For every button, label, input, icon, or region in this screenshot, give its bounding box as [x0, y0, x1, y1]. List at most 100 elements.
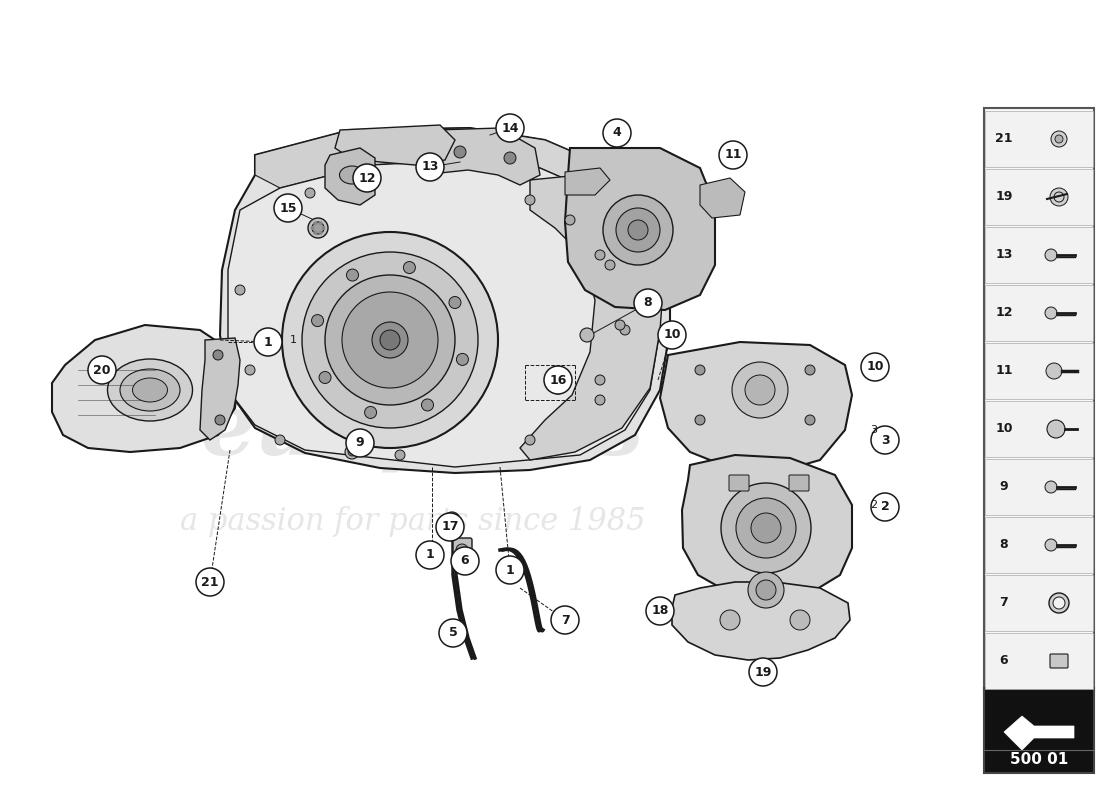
Circle shape — [348, 448, 356, 456]
Text: 13: 13 — [421, 161, 439, 174]
Text: 2: 2 — [881, 501, 890, 514]
Circle shape — [319, 222, 322, 226]
Text: 2: 2 — [870, 500, 877, 510]
Circle shape — [646, 597, 674, 625]
Circle shape — [525, 435, 535, 445]
Circle shape — [311, 314, 323, 326]
Text: 12: 12 — [359, 171, 376, 185]
Circle shape — [871, 493, 899, 521]
Text: 16: 16 — [549, 374, 566, 386]
Text: euro: euro — [200, 389, 420, 473]
Circle shape — [379, 330, 400, 350]
Polygon shape — [1004, 716, 1074, 750]
Circle shape — [88, 356, 116, 384]
Text: 18: 18 — [651, 605, 669, 618]
Text: 6: 6 — [461, 554, 470, 567]
Text: 1: 1 — [290, 335, 297, 345]
Text: 19: 19 — [996, 190, 1013, 203]
Circle shape — [451, 547, 478, 575]
Circle shape — [425, 170, 435, 180]
FancyBboxPatch shape — [984, 401, 1093, 457]
FancyBboxPatch shape — [984, 169, 1093, 225]
Circle shape — [1045, 481, 1057, 493]
Polygon shape — [255, 128, 470, 188]
Text: 4: 4 — [613, 126, 621, 139]
Circle shape — [312, 222, 324, 234]
Circle shape — [319, 371, 331, 383]
FancyBboxPatch shape — [729, 475, 749, 491]
Circle shape — [449, 297, 461, 309]
Text: 21: 21 — [201, 575, 219, 589]
Ellipse shape — [108, 359, 192, 421]
Circle shape — [616, 208, 660, 252]
Circle shape — [214, 415, 225, 425]
Circle shape — [736, 498, 796, 558]
Circle shape — [634, 289, 662, 317]
Circle shape — [861, 353, 889, 381]
FancyBboxPatch shape — [984, 343, 1093, 399]
Text: 7: 7 — [1000, 597, 1009, 610]
Polygon shape — [565, 168, 610, 195]
Circle shape — [1046, 363, 1062, 379]
Circle shape — [345, 445, 359, 459]
Polygon shape — [520, 172, 666, 460]
Circle shape — [580, 328, 594, 342]
FancyBboxPatch shape — [453, 538, 472, 560]
Circle shape — [1055, 135, 1063, 143]
Circle shape — [353, 164, 381, 192]
Circle shape — [504, 152, 516, 164]
Circle shape — [603, 195, 673, 265]
Circle shape — [595, 250, 605, 260]
Circle shape — [496, 556, 524, 584]
Text: 500 01: 500 01 — [1010, 753, 1068, 767]
Circle shape — [749, 658, 777, 686]
Circle shape — [805, 415, 815, 425]
Circle shape — [620, 325, 630, 335]
Ellipse shape — [132, 378, 167, 402]
Circle shape — [314, 230, 317, 234]
Circle shape — [456, 544, 468, 556]
Text: 11: 11 — [724, 149, 741, 162]
Text: 3: 3 — [870, 425, 877, 435]
Text: 19: 19 — [755, 666, 772, 678]
Polygon shape — [470, 128, 654, 218]
Circle shape — [310, 226, 315, 230]
Circle shape — [565, 215, 575, 225]
Circle shape — [404, 262, 416, 274]
Circle shape — [732, 362, 788, 418]
Text: 1: 1 — [264, 335, 273, 349]
Circle shape — [552, 382, 564, 394]
Text: 9: 9 — [1000, 481, 1009, 494]
Circle shape — [1045, 307, 1057, 319]
Text: 6: 6 — [1000, 654, 1009, 667]
Circle shape — [790, 610, 810, 630]
Circle shape — [805, 365, 815, 375]
Text: 15: 15 — [279, 202, 297, 214]
Circle shape — [745, 375, 776, 405]
Circle shape — [544, 366, 572, 394]
Text: a passion for parts since 1985: a passion for parts since 1985 — [180, 506, 646, 537]
Text: 11: 11 — [996, 365, 1013, 378]
Circle shape — [364, 406, 376, 418]
Circle shape — [1049, 593, 1069, 613]
Text: 9: 9 — [355, 437, 364, 450]
Polygon shape — [336, 125, 455, 165]
Polygon shape — [672, 582, 850, 660]
Circle shape — [1047, 420, 1065, 438]
Circle shape — [496, 114, 524, 142]
Circle shape — [748, 572, 784, 608]
Circle shape — [282, 232, 498, 448]
Circle shape — [1053, 597, 1065, 609]
Text: 7: 7 — [561, 614, 570, 626]
Polygon shape — [220, 128, 670, 473]
Circle shape — [319, 230, 322, 234]
Circle shape — [603, 119, 631, 147]
Circle shape — [1045, 249, 1057, 261]
Polygon shape — [660, 342, 852, 472]
Circle shape — [454, 146, 466, 158]
Circle shape — [395, 450, 405, 460]
FancyBboxPatch shape — [984, 688, 1094, 773]
Circle shape — [695, 415, 705, 425]
Circle shape — [658, 321, 686, 349]
Text: 10: 10 — [996, 422, 1013, 435]
